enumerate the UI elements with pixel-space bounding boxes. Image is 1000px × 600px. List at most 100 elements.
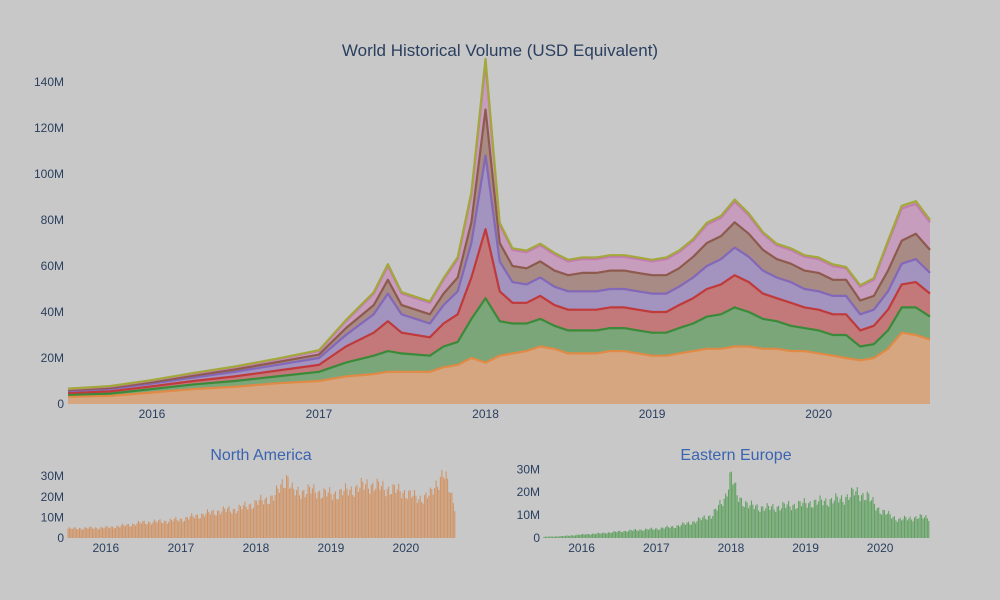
- eastern-europe-bar: [589, 534, 591, 538]
- eastern-europe-bar: [673, 528, 675, 538]
- eastern-europe-bar: [825, 498, 827, 538]
- north-america-bar: [296, 490, 298, 538]
- eastern-europe-bar: [746, 502, 748, 538]
- eastern-europe-bar: [799, 501, 801, 538]
- north-america-bar: [301, 491, 303, 538]
- north-america-bar: [106, 525, 108, 538]
- north-america-bar: [130, 526, 132, 538]
- north-america-bar: [107, 527, 109, 538]
- north-america-bar: [158, 520, 160, 538]
- eastern-europe-bar: [596, 533, 598, 538]
- eastern-europe-bar: [871, 500, 873, 538]
- north-america-bar: [270, 495, 272, 538]
- north-america-bar: [235, 513, 237, 538]
- eastern-europe-bar: [709, 515, 711, 538]
- eastern-europe-bar: [759, 511, 761, 538]
- north-america-bar: [274, 494, 276, 538]
- eastern-europe-bar: [815, 499, 817, 538]
- eastern-europe-bar: [666, 525, 668, 538]
- north-america-bar: [310, 493, 312, 538]
- eastern-europe-bar: [690, 524, 692, 538]
- eastern-europe-bar: [549, 536, 551, 538]
- north-america-bar: [208, 512, 210, 538]
- north-america-bar: [199, 518, 201, 538]
- world-area-series-2: [68, 298, 930, 397]
- eastern-europe-bar: [772, 504, 774, 538]
- north-america-bar: [143, 520, 145, 538]
- eastern-europe-bar: [560, 536, 562, 538]
- north-america-bar: [227, 508, 229, 538]
- eastern-europe-bar: [835, 493, 837, 538]
- north-america-bar: [127, 524, 129, 538]
- north-america-bar: [91, 528, 93, 538]
- eastern-europe-bar: [613, 531, 615, 538]
- eastern-europe-bar: [633, 529, 635, 538]
- north-america-bar: [380, 486, 382, 538]
- eastern-europe-bar: [676, 525, 678, 538]
- eastern-europe-bar: [928, 520, 930, 538]
- eastern-europe-bar: [926, 518, 928, 538]
- eastern-europe-bar: [699, 518, 701, 538]
- north-america-bar: [254, 500, 256, 538]
- eastern-europe-bar: [743, 507, 745, 538]
- eastern-europe-bar: [775, 512, 777, 538]
- world-y-tick-label: 100M: [34, 167, 64, 181]
- eastern-europe-bar: [649, 528, 651, 538]
- eastern-europe-bar: [646, 529, 648, 538]
- north-america-bars: [67, 470, 456, 538]
- north-america-bar: [152, 522, 154, 538]
- eastern-europe-bar: [562, 536, 564, 538]
- north-america-bar: [84, 526, 86, 538]
- north-america-bar: [401, 498, 403, 538]
- north-america-bar: [205, 513, 207, 538]
- north-america-bar: [422, 503, 424, 538]
- eastern-europe-bar: [818, 501, 820, 538]
- eastern-europe-bar: [653, 529, 655, 538]
- eastern-europe-bar: [597, 532, 599, 538]
- world-x-tick-label: 2019: [639, 407, 666, 421]
- north-america-bar: [277, 488, 279, 538]
- north-america-bar: [155, 521, 157, 538]
- north-america-bar: [129, 526, 131, 538]
- eastern-europe-bar: [564, 535, 566, 538]
- north-america-y-axis: 0 10M 20M 30M: [41, 469, 65, 545]
- world-line-series-4: [67, 154, 931, 393]
- eastern-europe-bar: [572, 535, 574, 538]
- eastern-europe-bar: [792, 505, 794, 538]
- eastern-europe-bars: [543, 471, 930, 538]
- north-america-bar: [83, 528, 85, 538]
- north-america-bar: [418, 499, 420, 538]
- north-america-bar: [441, 470, 443, 538]
- north-america-bar: [209, 514, 211, 538]
- eastern-europe-bar: [863, 500, 865, 538]
- eastern-europe-bar: [726, 496, 728, 538]
- eastern-europe-bar: [566, 535, 568, 538]
- north-america-bar: [350, 486, 352, 538]
- north-america-bar: [275, 485, 278, 538]
- eastern-europe-bar: [783, 503, 785, 538]
- world-y-tick-label: 20M: [41, 351, 64, 365]
- north-america-bar: [375, 488, 377, 538]
- north-america-bar: [133, 524, 135, 538]
- eastern-europe-bar: [742, 505, 744, 538]
- eastern-europe-bar: [793, 503, 795, 538]
- north-america-bar: [367, 488, 370, 538]
- eastern-europe-x-tick-label: 2018: [718, 541, 745, 555]
- eastern-europe-bar: [697, 517, 700, 538]
- north-america-bar: [255, 500, 257, 538]
- north-america-bar: [326, 496, 328, 538]
- north-america-bar: [339, 489, 341, 538]
- north-america-bar: [156, 522, 158, 538]
- north-america-bar: [448, 492, 450, 538]
- north-america-bar: [379, 490, 381, 538]
- eastern-europe-bar: [550, 536, 552, 538]
- eastern-europe-bar: [848, 499, 850, 538]
- eastern-europe-bar: [645, 528, 647, 538]
- eastern-europe-bar: [925, 515, 927, 538]
- north-america-bar: [426, 498, 428, 538]
- north-america-bar: [452, 503, 454, 538]
- north-america-bar: [399, 491, 401, 538]
- eastern-europe-bar: [592, 533, 594, 538]
- north-america-bar: [175, 516, 177, 538]
